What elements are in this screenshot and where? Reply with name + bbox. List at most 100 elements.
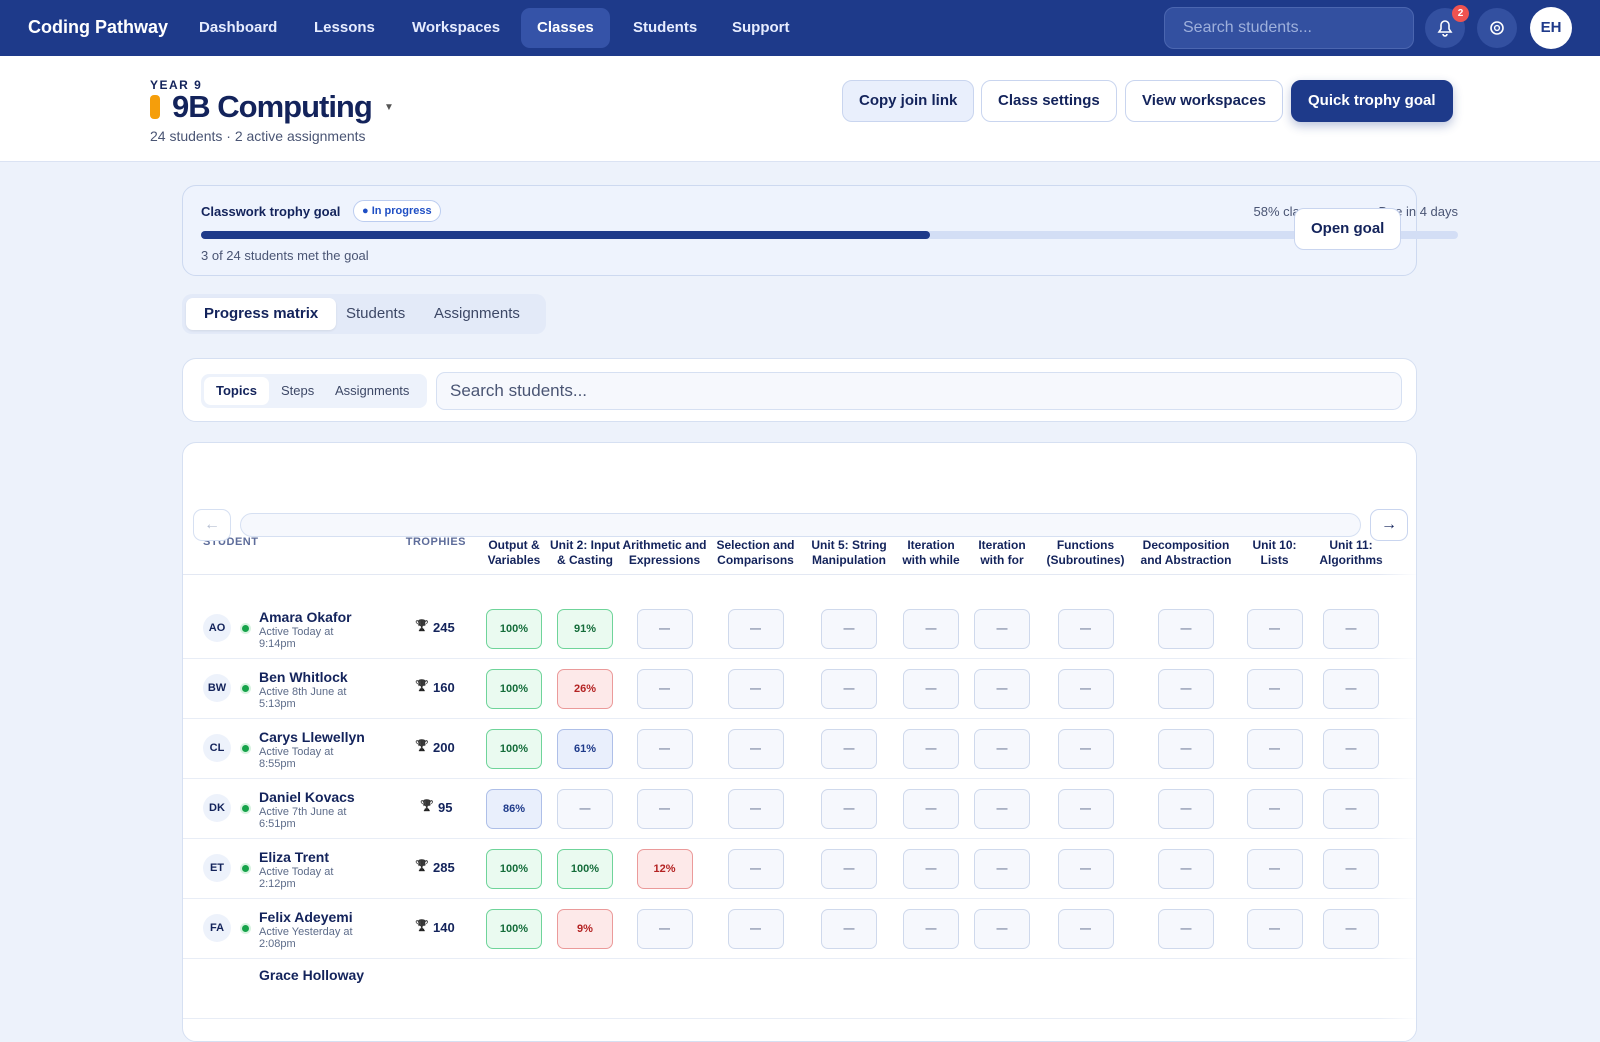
student-row[interactable]: DK Daniel Kovacs Active 7th June at 6:51pm…	[183, 779, 1416, 839]
progress-cell[interactable]: —	[1158, 909, 1214, 949]
progress-cell[interactable]: —	[974, 789, 1030, 829]
header-button[interactable]: Quick trophy goal	[1291, 80, 1453, 122]
class-title[interactable]: 9B Computing	[172, 89, 373, 124]
class-dropdown[interactable]: ▼	[384, 102, 394, 113]
progress-cell[interactable]: —	[1323, 849, 1379, 889]
progress-cell[interactable]: —	[727, 789, 784, 829]
nav-link[interactable]: Dashboard	[199, 19, 278, 36]
scrollbar[interactable]	[240, 513, 1361, 537]
student-row[interactable]: Grace Holloway	[183, 959, 1416, 1019]
nav-link[interactable]: Students	[633, 19, 698, 36]
brand[interactable]: Coding Pathway	[28, 17, 169, 37]
progress-cell[interactable]: —	[903, 789, 959, 829]
progress-cell[interactable]: 86%	[486, 789, 542, 829]
progress-cell[interactable]: —	[1246, 849, 1303, 889]
progress-cell[interactable]: 100%	[486, 669, 542, 709]
progress-cell[interactable]: —	[1158, 789, 1214, 829]
progress-cell[interactable]: —	[1057, 849, 1114, 889]
progress-cell[interactable]: —	[636, 609, 693, 649]
settings-button[interactable]	[1477, 8, 1517, 48]
student-row[interactable]: BW Ben Whitlock Active 8th June at 5:13pm 🏆…	[183, 659, 1416, 719]
progress-cell[interactable]: —	[821, 669, 877, 709]
progress-cell[interactable]: —	[903, 729, 959, 769]
progress-cell[interactable]: —	[974, 909, 1030, 949]
progress-cell[interactable]: —	[1057, 609, 1114, 649]
progress-cell[interactable]: —	[636, 909, 693, 949]
progress-cell[interactable]: —	[1057, 909, 1114, 949]
progress-cell[interactable]: —	[974, 609, 1030, 649]
progress-cell[interactable]: —	[1158, 669, 1214, 709]
header-button[interactable]: Copy join link	[842, 80, 975, 122]
progress-cell[interactable]: —	[727, 849, 784, 889]
subtab[interactable]: Assignments	[335, 383, 410, 398]
progress-cell[interactable]: —	[1246, 609, 1303, 649]
progress-cell[interactable]: —	[821, 729, 877, 769]
progress-cell[interactable]: 12%	[636, 849, 693, 889]
progress-cell[interactable]: —	[1246, 729, 1303, 769]
open-goal-button[interactable]: Open goal	[1294, 208, 1402, 250]
nav-link[interactable]: Support	[732, 19, 790, 36]
progress-cell[interactable]: —	[1246, 669, 1303, 709]
progress-cell[interactable]: —	[1323, 729, 1379, 769]
progress-cell[interactable]: —	[1158, 609, 1214, 649]
progress-cell[interactable]: —	[1246, 909, 1303, 949]
progress-cell[interactable]: —	[821, 609, 877, 649]
subtab[interactable]: Topics	[204, 377, 269, 405]
progress-cell[interactable]: —	[903, 909, 959, 949]
progress-cell[interactable]: —	[727, 669, 784, 709]
progress-cell[interactable]: 61%	[557, 729, 613, 769]
nav-link[interactable]: Lessons	[314, 19, 375, 36]
progress-cell[interactable]: 91%	[557, 609, 613, 649]
progress-cell[interactable]: —	[821, 789, 877, 829]
progress-cell[interactable]: —	[974, 669, 1030, 709]
progress-cell[interactable]: —	[557, 789, 613, 829]
progress-cell[interactable]: —	[727, 609, 784, 649]
scroll-right[interactable]: →	[1370, 509, 1408, 541]
progress-cell[interactable]: —	[727, 909, 784, 949]
progress-cell[interactable]: —	[821, 909, 877, 949]
progress-cell[interactable]: 100%	[557, 849, 613, 889]
matrix-search[interactable]: Search students...	[436, 372, 1402, 410]
progress-cell[interactable]: 100%	[486, 849, 542, 889]
nav-link[interactable]: Workspaces	[412, 19, 501, 36]
progress-cell[interactable]: —	[1246, 789, 1303, 829]
progress-cell[interactable]: —	[636, 729, 693, 769]
progress-cell[interactable]: 100%	[486, 609, 542, 649]
search-input[interactable]: Search students...	[1164, 7, 1414, 49]
progress-cell[interactable]: —	[636, 789, 693, 829]
progress-cell[interactable]: —	[1057, 789, 1114, 829]
progress-cell[interactable]: —	[1158, 849, 1214, 889]
progress-cell[interactable]: —	[974, 729, 1030, 769]
column-header[interactable]: TROPHIES	[405, 536, 466, 548]
progress-cell[interactable]: —	[1323, 909, 1379, 949]
nav-link[interactable]: Classes	[521, 8, 610, 48]
progress-cell[interactable]: —	[903, 849, 959, 889]
progress-cell[interactable]: 9%	[557, 909, 613, 949]
tab[interactable]: Students	[346, 305, 406, 322]
progress-cell[interactable]: —	[1323, 669, 1379, 709]
scroll-left[interactable]: ←	[193, 509, 231, 541]
progress-cell[interactable]: —	[1057, 669, 1114, 709]
avatar[interactable]: EH	[1530, 7, 1572, 49]
progress-cell[interactable]: —	[1057, 729, 1114, 769]
header-button[interactable]: View workspaces	[1125, 80, 1283, 122]
progress-cell[interactable]: 100%	[486, 909, 542, 949]
progress-cell[interactable]: —	[636, 669, 693, 709]
tab[interactable]: Progress matrix	[186, 298, 337, 330]
tab[interactable]: Assignments	[434, 305, 520, 322]
progress-cell[interactable]: —	[903, 609, 959, 649]
header-button[interactable]: Class settings	[981, 80, 1117, 122]
progress-cell[interactable]: 100%	[486, 729, 542, 769]
progress-cell[interactable]: —	[727, 729, 784, 769]
student-row[interactable]: ET Eliza Trent Active Today at 2:12pm 🏆 285 1…	[183, 839, 1416, 899]
student-row[interactable]: AO Amara Okafor Active Today at 9:14pm 🏆 245…	[183, 599, 1416, 659]
student-row[interactable]: CL Carys Llewellyn Active Today at 8:55pm 🏆…	[183, 719, 1416, 779]
progress-cell[interactable]: —	[1323, 609, 1379, 649]
progress-cell[interactable]: —	[903, 669, 959, 709]
progress-cell[interactable]: 26%	[557, 669, 613, 709]
progress-cell[interactable]: —	[821, 849, 877, 889]
subtab[interactable]: Steps	[281, 383, 315, 398]
student-row[interactable]: FA Felix Adeyemi Active Yesterday at 2:08p…	[183, 899, 1416, 959]
progress-cell[interactable]: —	[974, 849, 1030, 889]
progress-cell[interactable]: —	[1158, 729, 1214, 769]
